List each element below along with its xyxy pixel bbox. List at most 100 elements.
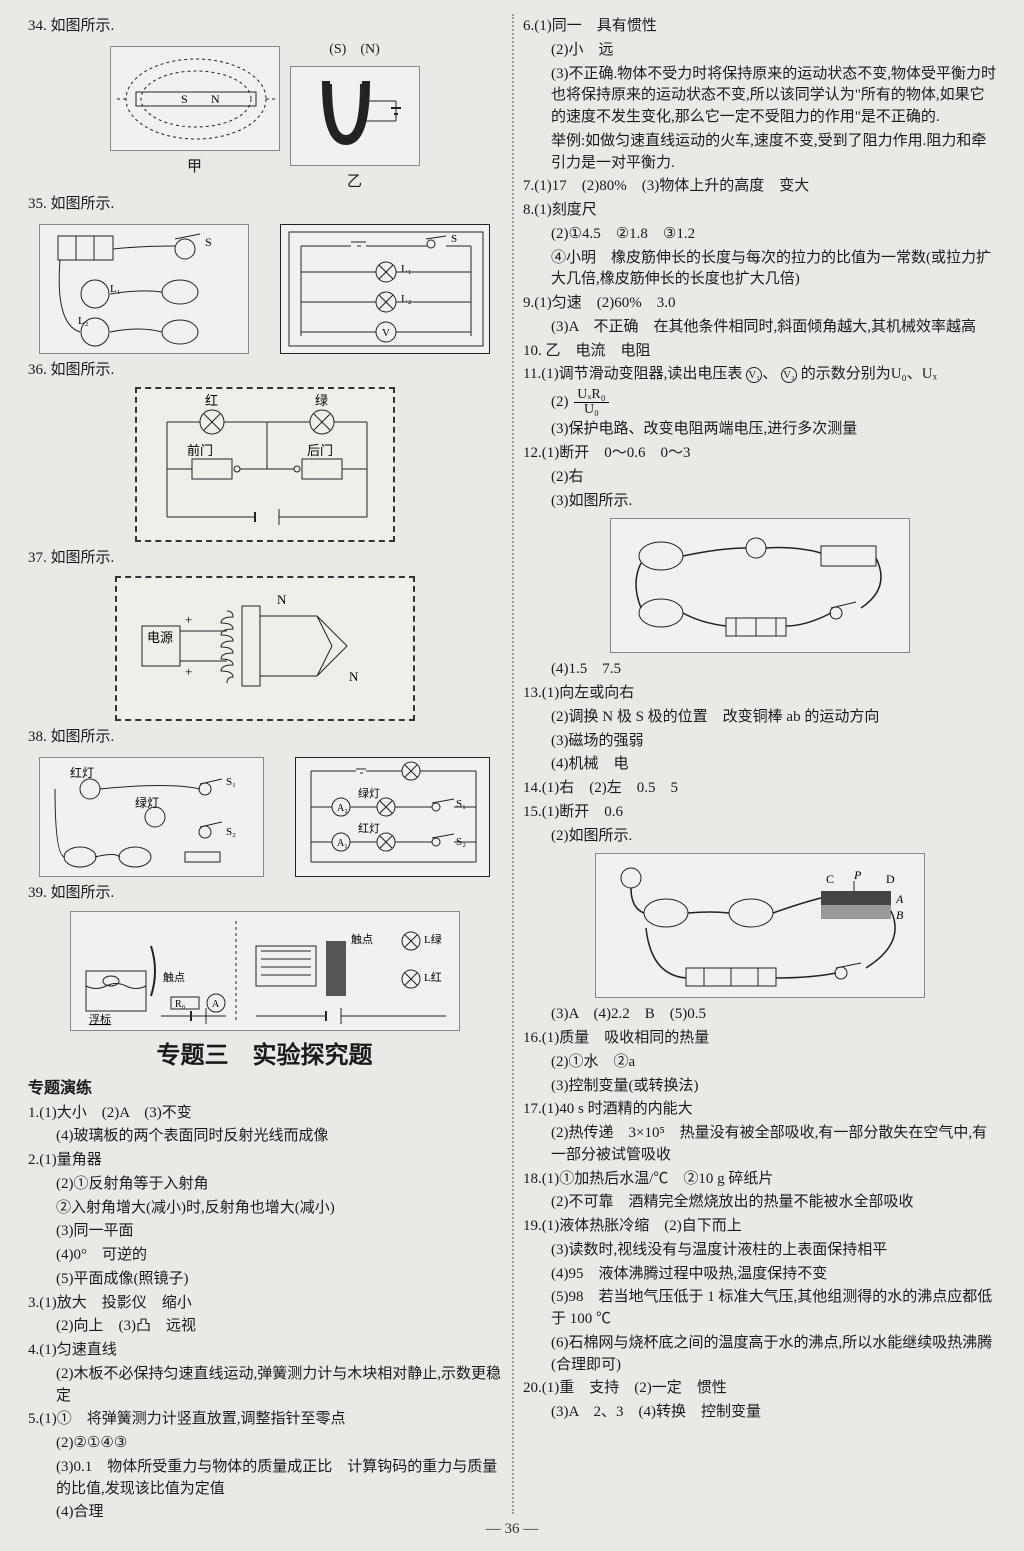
fig38a-s1: S₁ xyxy=(226,776,236,788)
fig15-wrap: C P D A B xyxy=(523,853,996,998)
fig39-wrap: 浮标 触点 R₀ A 触点 L绿 L红 xyxy=(28,911,501,1031)
q13-4: (4)机械 电 xyxy=(523,754,996,776)
q19-6: (6)石棉网与烧杯底之间的温度高于水的沸点,所以水能继续吸热沸腾(合理即可) xyxy=(523,1333,996,1377)
q12-4: (4)1.5 7.5 xyxy=(523,659,996,681)
fig39-svg: 浮标 触点 R₀ A 触点 L绿 L红 xyxy=(71,911,459,1031)
fig34a-s: S xyxy=(181,92,188,106)
q13-3: (3)磁场的强弱 xyxy=(523,731,996,753)
fig35b-l2: L₂ xyxy=(401,293,412,305)
fig35b-image: S L₁ L₂ V xyxy=(280,224,490,354)
fig39-chudian: 触点 xyxy=(163,970,185,984)
q11-2-num: UₓR₀ xyxy=(574,387,608,403)
fig38a-hong: 红灯 xyxy=(70,765,94,780)
fig37-n2: N xyxy=(349,669,359,684)
fig39-lhong: L红 xyxy=(424,971,442,984)
page-number: — 36 — xyxy=(0,1519,1024,1541)
q11-3: (3)保护电路、改变电阻两端电压,进行多次测量 xyxy=(523,419,996,441)
fig39-chudian2: 触点 xyxy=(351,932,373,946)
q11-2-den: U₀ xyxy=(581,402,602,417)
q3-2: (2)向上 (3)凸 远视 xyxy=(28,1316,501,1338)
q35-label: 35. 如图所示. xyxy=(28,194,501,216)
fig35b-l1: L₁ xyxy=(401,263,412,275)
q19-3: (3)读数时,视线没有与温度计液柱的上表面保持相平 xyxy=(523,1240,996,1262)
fig34b-image xyxy=(290,66,420,166)
fig37-dianyuan: 电源 xyxy=(147,630,173,645)
q11-1: 11.(1)调节滑动变阻器,读出电压表 V₁、 V₂ 的示数分别为U₀、Uₓ xyxy=(523,364,996,386)
fig35a-svg: S L₁ L₂ xyxy=(40,224,248,354)
q11-2-frac: UₓR₀ U₀ xyxy=(574,388,608,417)
fig39-a: A xyxy=(212,999,220,1010)
fig12-wrap xyxy=(523,518,996,653)
fig15-image: C P D A B xyxy=(595,853,925,998)
q17-1: 17.(1)40 s 时酒精的内能大 xyxy=(523,1099,996,1121)
q11-1b: 的示数分别为U₀、Uₓ xyxy=(801,366,937,382)
fig34b-top: (S) (N) xyxy=(290,40,420,60)
q15-3: (3)A (4)2.2 B (5)0.5 xyxy=(523,1004,996,1026)
q6-3: (3)不正确.物体不受力时将保持原来的运动状态不变,物体受平衡力时也将保持原来的… xyxy=(523,64,996,129)
fig12-svg xyxy=(611,518,909,653)
fig15-b: B xyxy=(896,908,904,922)
q13-2: (2)调换 N 极 S 极的位置 改变铜棒 ab 的运动方向 xyxy=(523,707,996,729)
q9-1: 9.(1)匀速 (2)60% 3.0 xyxy=(523,293,996,315)
q17-2: (2)热传递 3×10⁵ 热量没有被全部吸收,有一部分散失在空气中,有一部分被试… xyxy=(523,1123,996,1167)
q6-2: (2)小 远 xyxy=(523,40,996,62)
q6-1: 6.(1)同一 具有惯性 xyxy=(523,16,996,38)
q5-3: (3)0.1 物体所受重力与物体的质量成正比 计算钩码的重力与质量的比值,发现该… xyxy=(28,1457,501,1501)
q4-2: (2)木板不必保持匀速直线运动,弹簧测力计与木块相对静止,示数更稳定 xyxy=(28,1364,501,1408)
q8-1: 8.(1)刻度尺 xyxy=(523,200,996,222)
fig15-svg: C P D A B xyxy=(596,853,924,998)
fig39-image: 浮标 触点 R₀ A 触点 L绿 L红 xyxy=(70,911,460,1031)
fig36-houmen: 后门 xyxy=(307,443,333,458)
q5-1: 5.(1)① 将弹簧测力计竖直放置,调整指针至零点 xyxy=(28,1409,501,1431)
fig38a-lv: 绿灯 xyxy=(135,795,159,810)
q19-1: 19.(1)液体热胀冷缩 (2)自下而上 xyxy=(523,1216,996,1238)
fig35b-s: S xyxy=(451,233,457,245)
q8-2: (2)①4.5 ②1.8 ③1.2 xyxy=(523,224,996,246)
q4-1: 4.(1)匀速直线 xyxy=(28,1340,501,1362)
q2-2b: ②入射角增大(减小)时,反射角也增大(减小) xyxy=(28,1198,501,1220)
section-title: 专题三 实验探究题 xyxy=(28,1039,501,1074)
fig34a-svg: S N xyxy=(111,46,279,151)
column-divider xyxy=(512,14,514,1514)
q10: 10. 乙 电流 电阻 xyxy=(523,341,996,363)
fig15-a: A xyxy=(895,892,904,906)
q36-label: 36. 如图所示. xyxy=(28,360,501,382)
q12-3: (3)如图所示. xyxy=(523,491,996,513)
fig35a-image: S L₁ L₂ xyxy=(39,224,249,354)
q19-5: (5)98 若当地气压低于 1 标准大气压,其他组测得的水的沸点应都低于 100… xyxy=(523,1287,996,1331)
fig38b-hong: 红灯 xyxy=(358,822,380,835)
q2-1: 2.(1)量角器 xyxy=(28,1150,501,1172)
right-column: 6.(1)同一 具有惯性 (2)小 远 (3)不正确.物体不受力时将保持原来的运… xyxy=(523,16,996,1526)
fig36-hong: 红 xyxy=(205,393,218,408)
fig36-image: 红 绿 前门 后门 xyxy=(135,387,395,542)
fig15-p: P xyxy=(853,868,862,882)
q12-1: 12.(1)断开 0～0.6 0～3 xyxy=(523,443,996,465)
fig12-image xyxy=(610,518,910,653)
fig39-llv: L绿 xyxy=(424,932,442,946)
fig36-qianmen: 前门 xyxy=(187,443,213,458)
fig39-fubiao: 浮标 xyxy=(89,1012,111,1026)
q9-3: (3)A 不正确 在其他条件相同时,斜面倾角越大,其机械效率越高 xyxy=(523,317,996,339)
fig35-row: S L₁ L₂ S xyxy=(28,218,501,360)
fig35b-svg: S L₁ L₂ V xyxy=(281,224,489,354)
fig34-row: S N 甲 (S) (N) xyxy=(28,40,501,194)
fig38a-s2: S₂ xyxy=(226,826,236,838)
q13-1: 13.(1)向左或向右 xyxy=(523,683,996,705)
q1-4: (4)玻璃板的两个表面同时反射光线而成像 xyxy=(28,1126,501,1148)
q16-1: 16.(1)质量 吸收相同的热量 xyxy=(523,1028,996,1050)
q2-5: (5)平面成像(照镜子) xyxy=(28,1269,501,1291)
q11-1a: 11.(1)调节滑动变阻器,读出电压表 xyxy=(523,366,742,382)
q1-1: 1.(1)大小 (2)A (3)不变 xyxy=(28,1103,501,1125)
fig38b-a1: A₁ xyxy=(337,838,348,849)
q11-2: (2) UₓR₀ U₀ xyxy=(523,388,996,417)
q18-2: (2)不可靠 酒精完全燃烧放出的热量不能被水全部吸收 xyxy=(523,1192,996,1214)
fig34a-caption: 甲 xyxy=(110,157,280,179)
fig35b-v: V xyxy=(382,327,390,339)
q3-1: 3.(1)放大 投影仪 缩小 xyxy=(28,1293,501,1315)
q15-1: 15.(1)断开 0.6 xyxy=(523,802,996,824)
q38-label: 38. 如图所示. xyxy=(28,727,501,749)
left-column: 34. 如图所示. S N 甲 (S) (N) xyxy=(28,16,501,1526)
q14: 14.(1)右 (2)左 0.5 5 xyxy=(523,778,996,800)
q20-1: 20.(1)重 支持 (2)一定 惯性 xyxy=(523,1378,996,1400)
fig38b-a2: A₂ xyxy=(337,803,348,814)
